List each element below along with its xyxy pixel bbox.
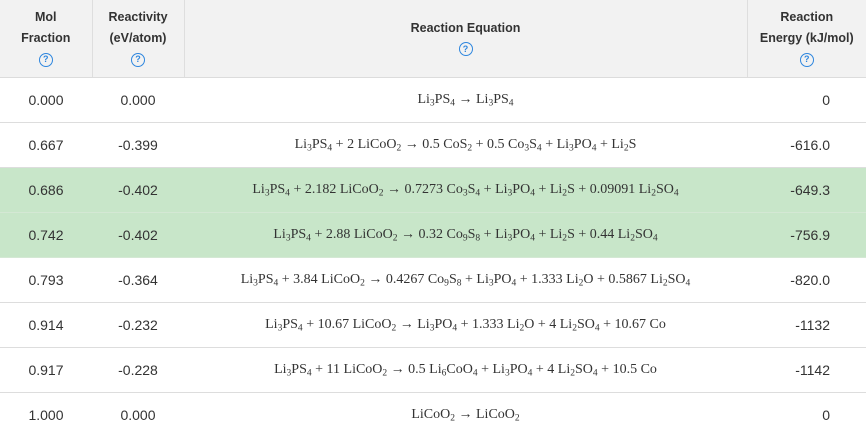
reaction-energy-cell: 0 [747, 393, 866, 437]
mol-fraction-cell: 0.914 [0, 303, 92, 348]
mol-fraction-cell: 1.000 [0, 393, 92, 437]
reactivity-cell: -0.402 [92, 168, 184, 213]
reactivity-cell: 0.000 [92, 393, 184, 437]
mol-fraction-cell: 0.742 [0, 213, 92, 258]
reaction-equation-cell: Li3PS4 → Li3PS4 [184, 78, 747, 123]
mol-fraction-cell: 0.793 [0, 258, 92, 303]
reaction-equation-cell: Li3PS4 + 11 LiCoO2 → 0.5 Li6CoO4 + Li3PO… [184, 348, 747, 393]
reactivity-cell: 0.000 [92, 78, 184, 123]
help-icon[interactable]: ? [39, 53, 53, 67]
reaction-equation-cell: Li3PS4 + 2 LiCoO2 → 0.5 CoS2 + 0.5 Co3S4… [184, 123, 747, 168]
mol-fraction-cell: 0.686 [0, 168, 92, 213]
mol-fraction-cell: 0.000 [0, 78, 92, 123]
column-header-reaction-energy: Reaction Energy (kJ/mol)? [747, 0, 866, 78]
column-header-label: Reactivity [108, 10, 167, 24]
reaction-energy-cell: -616.0 [747, 123, 866, 168]
column-header-label: (eV/atom) [110, 31, 167, 45]
column-header-reaction-equation: Reaction Equation? [184, 0, 747, 78]
mol-fraction-cell: 0.667 [0, 123, 92, 168]
reaction-energy-cell: -1132 [747, 303, 866, 348]
column-header-label: Mol [35, 10, 57, 24]
reactivity-cell: -0.399 [92, 123, 184, 168]
column-header-label: Reaction Equation [411, 21, 521, 35]
reactivity-cell: -0.232 [92, 303, 184, 348]
column-header-label: Energy (kJ/mol) [760, 31, 854, 45]
column-header-label: Reaction [780, 10, 833, 24]
reactivity-cell: -0.228 [92, 348, 184, 393]
reaction-energy-cell: -1142 [747, 348, 866, 393]
column-header-label: Fraction [21, 31, 70, 45]
column-header-reactivity: Reactivity (eV/atom)? [92, 0, 184, 78]
reaction-energy-cell: -820.0 [747, 258, 866, 303]
reaction-equation-cell: Li3PS4 + 3.84 LiCoO2 → 0.4267 Co9S8 + Li… [184, 258, 747, 303]
reaction-energy-cell: 0 [747, 78, 866, 123]
mol-fraction-cell: 0.917 [0, 348, 92, 393]
reactivity-cell: -0.364 [92, 258, 184, 303]
reactivity-cell: -0.402 [92, 213, 184, 258]
reaction-equation-cell: Li3PS4 + 10.67 LiCoO2 → Li3PO4 + 1.333 L… [184, 303, 747, 348]
reaction-energy-cell: -649.3 [747, 168, 866, 213]
reaction-equation-cell: LiCoO2 → LiCoO2 [184, 393, 747, 437]
reaction-equation-cell: Li3PS4 + 2.182 LiCoO2 → 0.7273 Co3S4 + L… [184, 168, 747, 213]
reaction-energy-cell: -756.9 [747, 213, 866, 258]
reaction-equation-cell: Li3PS4 + 2.88 LiCoO2 → 0.32 Co9S8 + Li3P… [184, 213, 747, 258]
column-header-mol-fraction: Mol Fraction? [0, 0, 92, 78]
help-icon[interactable]: ? [459, 42, 473, 56]
help-icon[interactable]: ? [131, 53, 145, 67]
help-icon[interactable]: ? [800, 53, 814, 67]
